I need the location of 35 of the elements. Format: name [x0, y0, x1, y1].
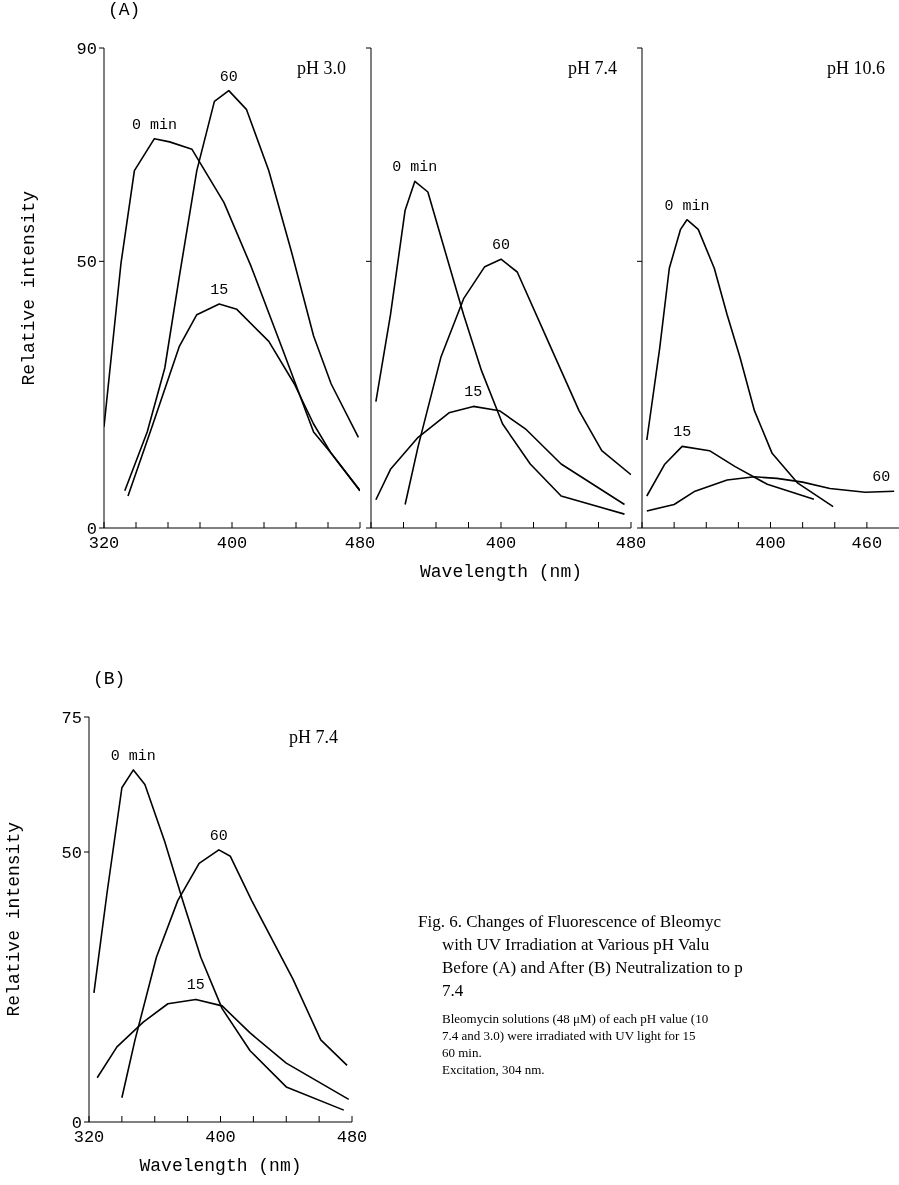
series-label: 60: [209, 827, 228, 845]
series-label: 0 min: [110, 747, 156, 765]
annotation: pH 10.6: [827, 58, 885, 79]
annotation: pH 7.4: [289, 727, 338, 748]
annotation: pH 7.4: [568, 58, 617, 79]
series-label: 0 min: [664, 197, 710, 215]
series-label: 0 min: [392, 159, 438, 177]
x-axis-title: Wavelength (nm): [419, 562, 583, 582]
x-tick-label: 400: [216, 534, 248, 554]
y-axis-title: Relative intensity: [19, 190, 39, 386]
y-tick-label: 75: [61, 709, 82, 729]
y-tick-label: 50: [76, 253, 97, 273]
chart-title: (B): [93, 669, 126, 689]
x-tick-label: 480: [344, 534, 376, 554]
y-axis-title: Relative intensity: [4, 822, 24, 1017]
series-label: 15: [673, 424, 692, 442]
x-tick-label: 480: [336, 1128, 368, 1148]
series-label: 15: [186, 977, 205, 995]
chart-title: (A): [108, 0, 141, 20]
x-tick-label: 400: [205, 1128, 236, 1148]
y-tick-label: 50: [61, 844, 82, 864]
y-tick-label: 90: [76, 40, 97, 60]
x-tick-label: 400: [485, 534, 517, 554]
series-label: 60: [219, 68, 238, 86]
caption: Fig. 6. Changes of Fluorescence of Bleomyc with UV Irradiation at Various pH Valu Before (A) and After (B) Neutralization to p 7.4 Bleomycin solutions (48 μM) of each pH value (10 7.4 and 3.0) were irradiated with UV light for 15 60 min. Excitation, 304 nm.: [418, 911, 743, 1078]
x-tick-label: 460: [851, 534, 883, 554]
series-label: 60: [872, 469, 891, 487]
series-label: 0 min: [131, 116, 177, 134]
annotation: pH 3.0: [297, 58, 346, 79]
series-label: 15: [210, 282, 229, 299]
series-label: 15: [464, 384, 483, 402]
x-tick-label: 480: [615, 534, 647, 554]
x-tick-label: 400: [755, 534, 786, 554]
series-label: 60: [491, 237, 511, 255]
x-axis-title: Wavelength (nm): [138, 1156, 303, 1176]
